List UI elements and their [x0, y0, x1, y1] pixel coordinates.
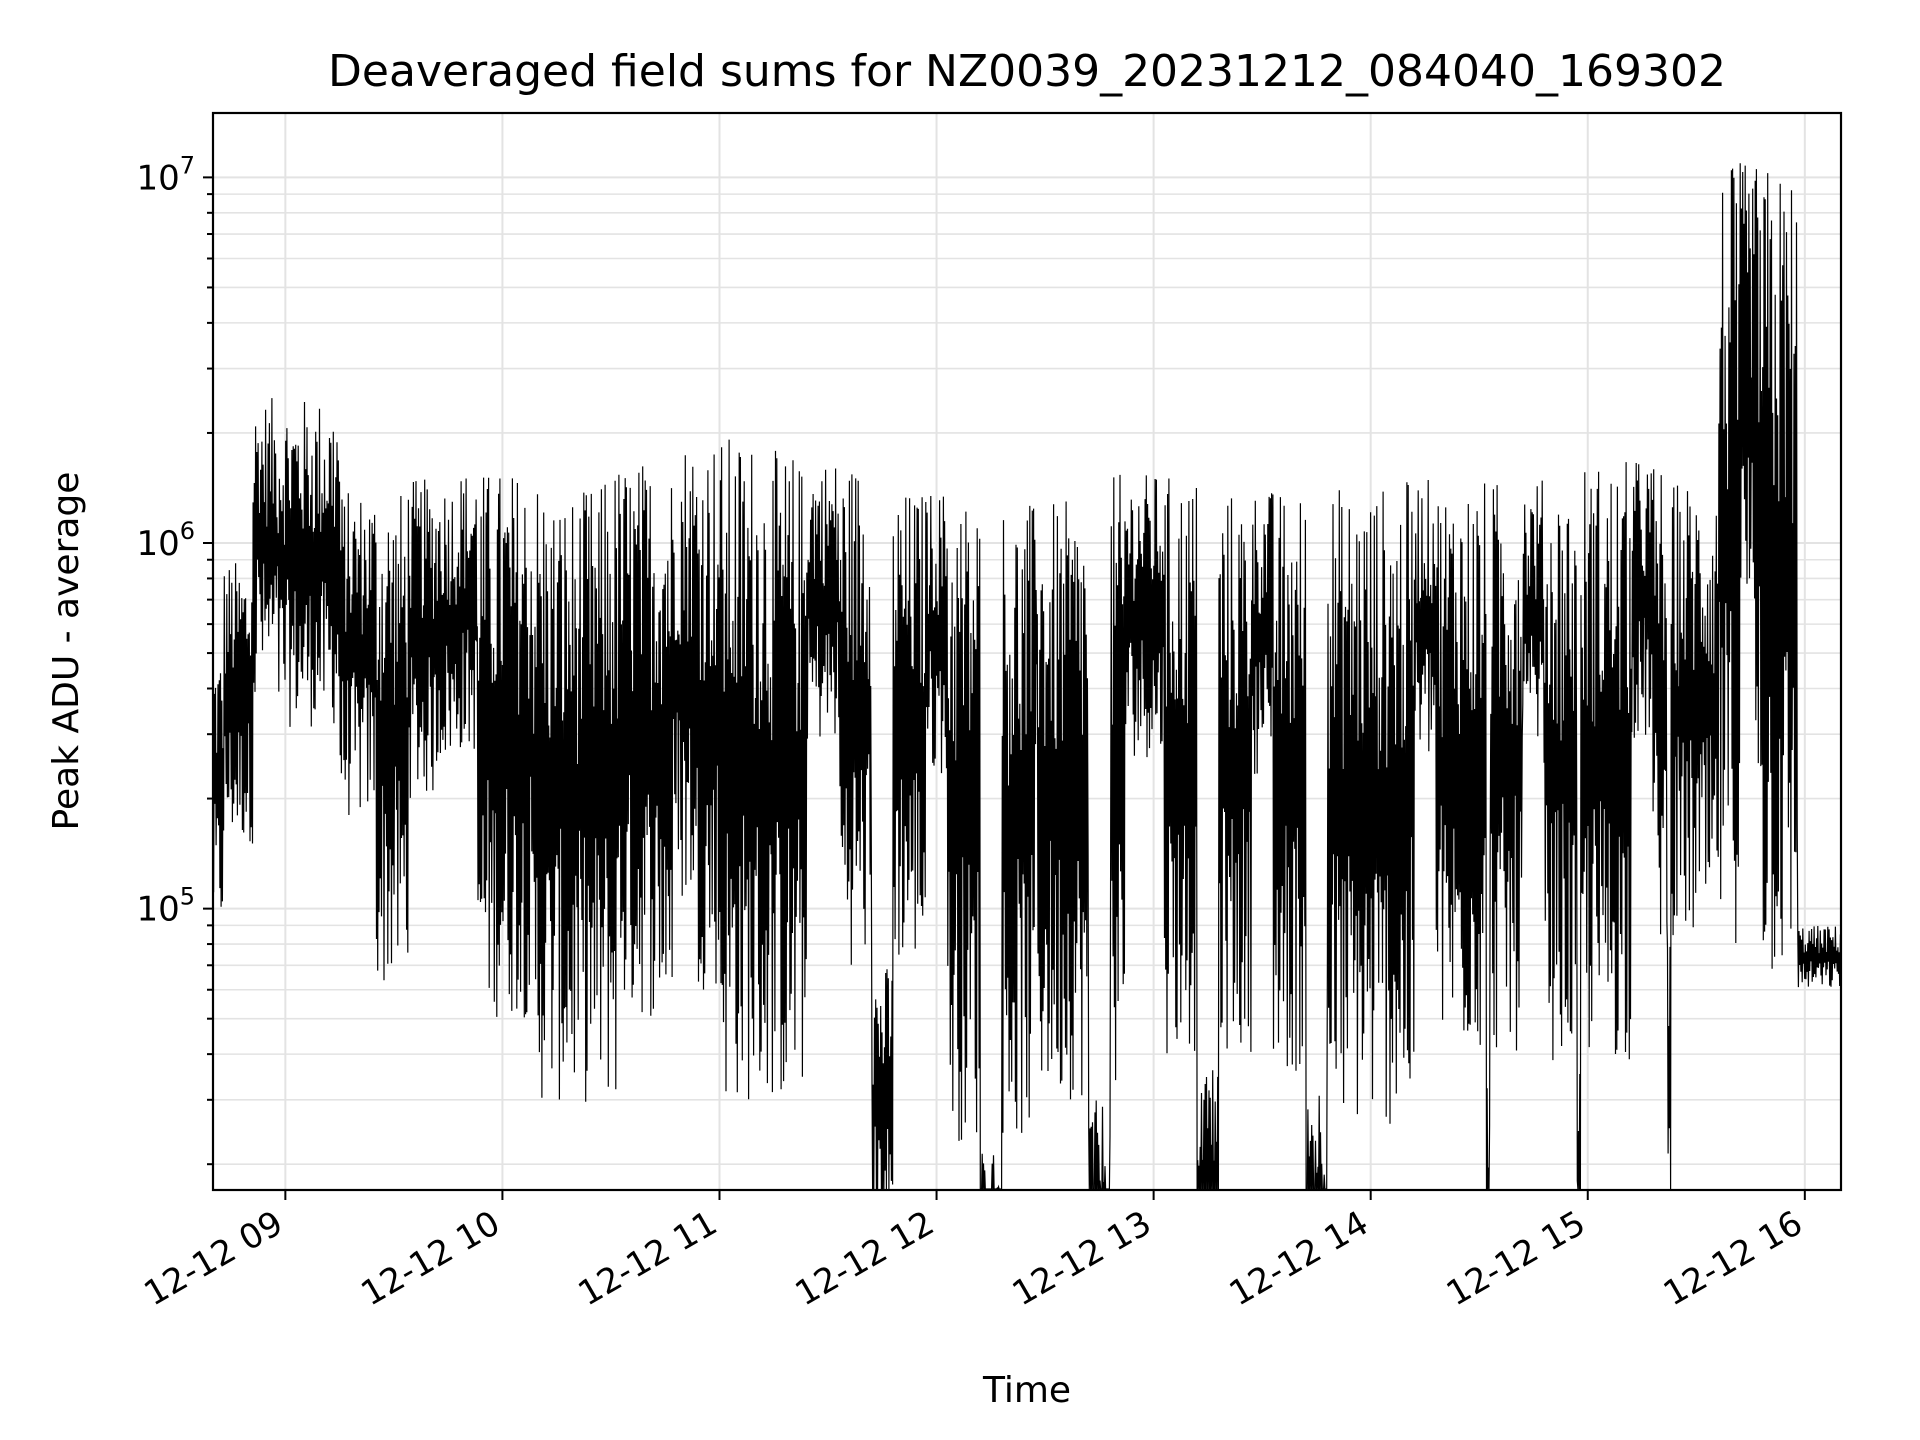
- plot-frame: [211, 111, 1843, 1192]
- chart-title: Deaveraged field sums for NZ0039_2023121…: [328, 46, 1726, 97]
- y-tick-label: 105: [136, 883, 195, 930]
- y-axis: 105 106 107: [136, 151, 213, 1166]
- series-line: [212, 163, 1842, 1191]
- y-tick-label: 106: [136, 517, 195, 564]
- x-axis-label: Time: [982, 1370, 1071, 1411]
- series-layer: [212, 163, 1842, 1191]
- y-tick-label: 107: [136, 151, 195, 198]
- y-axis-label: Peak ADU - average: [46, 472, 87, 831]
